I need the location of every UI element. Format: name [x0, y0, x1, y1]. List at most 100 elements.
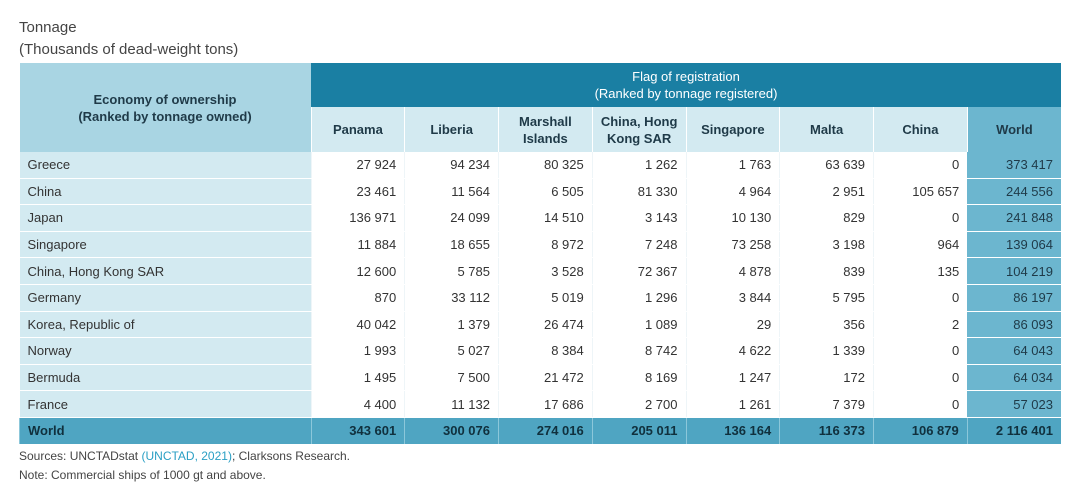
cell: 373 417 — [967, 152, 1061, 179]
cell: 8 742 — [591, 337, 686, 365]
cell: 8 384 — [498, 337, 593, 365]
cell: 3 844 — [685, 284, 780, 312]
cell: 839 — [779, 257, 874, 285]
cell: 33 112 — [404, 284, 499, 312]
cell: 4 622 — [685, 337, 780, 365]
cell: 4 878 — [685, 257, 780, 285]
cell: 21 472 — [498, 364, 593, 392]
cell: 0 — [873, 204, 968, 232]
cell: 29 — [685, 311, 780, 339]
cell: 964 — [873, 231, 968, 259]
total-cell: 274 016 — [498, 417, 593, 445]
cell: 2 — [873, 311, 968, 339]
cell: 2 700 — [591, 390, 686, 418]
cell: 57 023 — [967, 390, 1061, 418]
row-name: Singapore — [19, 231, 311, 259]
data-table: Economy of ownership (Ranked by tonnage … — [19, 63, 1061, 445]
cell: 7 500 — [404, 364, 499, 392]
table-row: Greece 27 924 94 234 80 325 1 262 1 763 63 639… — [19, 152, 1061, 179]
row-name: Bermuda — [19, 364, 311, 392]
cell: 1 261 — [685, 390, 780, 418]
total-row: World 343 601 300 076 274 016 205 011 136 164… — [19, 417, 1061, 445]
cell: 8 972 — [498, 231, 593, 259]
row-name: Korea, Republic of — [19, 311, 311, 339]
table-row: China, Hong Kong SAR 12 600 5 785 3 528 72 3… — [19, 257, 1061, 285]
cell: 94 234 — [404, 152, 499, 179]
cell: 10 130 — [685, 204, 780, 232]
cell: 7 248 — [591, 231, 686, 259]
sources-suffix: ; Clarksons Research. — [231, 449, 350, 463]
cell: 1 495 — [310, 364, 405, 392]
cell: 80 325 — [498, 152, 593, 179]
row-name: Greece — [19, 152, 311, 179]
table-row: China 23 461 11 564 6 505 81 330 4 964 2 951 10… — [19, 178, 1061, 206]
table-row: Japan 136 971 24 099 14 510 3 143 10 130 829 0 2… — [19, 204, 1061, 232]
total-cell: 136 164 — [685, 417, 780, 445]
total-cell: 205 011 — [591, 417, 686, 445]
cell: 1 339 — [779, 337, 874, 365]
sources: Sources: UNCTADstat (UNCTAD, 2021); Clar… — [19, 449, 350, 463]
cell: 86 093 — [967, 311, 1061, 339]
cell: 105 657 — [873, 178, 968, 206]
cell: 18 655 — [404, 231, 499, 259]
cell: 72 367 — [591, 257, 686, 285]
cell: 2 951 — [779, 178, 874, 206]
column-header: Singapore — [685, 107, 780, 152]
table-row: France 4 400 11 132 17 686 2 700 1 261 7 379 0 5… — [19, 390, 1061, 418]
cell: 26 474 — [498, 311, 593, 339]
cell: 73 258 — [685, 231, 780, 259]
column-header: China, Hong Kong SAR — [591, 107, 686, 152]
column-header: China — [873, 107, 968, 152]
cell: 0 — [873, 364, 968, 392]
cell: 1 993 — [310, 337, 405, 365]
sources-prefix: Sources: UNCTADstat — [19, 449, 142, 463]
cell: 0 — [873, 390, 968, 418]
cell: 1 763 — [685, 152, 780, 179]
sources-link[interactable]: (UNCTAD, 2021) — [141, 449, 232, 463]
row-name: France — [19, 390, 311, 418]
cell: 24 099 — [404, 204, 499, 232]
row-name: China — [19, 178, 311, 206]
cell: 4 400 — [310, 390, 405, 418]
cell: 17 686 — [498, 390, 593, 418]
cell: 0 — [873, 284, 968, 312]
cell: 0 — [873, 337, 968, 365]
cell: 135 — [873, 257, 968, 285]
cell: 870 — [310, 284, 405, 312]
column-header: Panama — [310, 107, 405, 152]
cell: 1 296 — [591, 284, 686, 312]
row-name: Germany — [19, 284, 311, 312]
cell: 5 027 — [404, 337, 499, 365]
group-header-subtitle: (Ranked by tonnage registered) — [594, 86, 778, 101]
column-header: Marshall Islands — [498, 107, 593, 152]
cell: 81 330 — [591, 178, 686, 206]
cell: 64 043 — [967, 337, 1061, 365]
cell: 1 247 — [685, 364, 780, 392]
cell: 11 132 — [404, 390, 499, 418]
cell: 11 564 — [404, 178, 499, 206]
column-header: Liberia — [404, 107, 499, 152]
cell: 14 510 — [498, 204, 593, 232]
cell: 1 262 — [591, 152, 686, 179]
title: Tonnage — [19, 19, 77, 36]
cell: 104 219 — [967, 257, 1061, 285]
cell: 3 528 — [498, 257, 593, 285]
row-name: China, Hong Kong SAR — [19, 257, 311, 285]
cell: 5 795 — [779, 284, 874, 312]
table-row: Singapore 11 884 18 655 8 972 7 248 73 258 3 1… — [19, 231, 1061, 259]
cell: 23 461 — [310, 178, 405, 206]
cell: 829 — [779, 204, 874, 232]
cell: 8 169 — [591, 364, 686, 392]
cell: 1 379 — [404, 311, 499, 339]
cell: 172 — [779, 364, 874, 392]
total-cell: 116 373 — [779, 417, 874, 445]
cell: 1 089 — [591, 311, 686, 339]
cell: 3 198 — [779, 231, 874, 259]
column-header: Malta — [779, 107, 874, 152]
total-cell: 300 076 — [404, 417, 499, 445]
cell: 27 924 — [310, 152, 405, 179]
cell: 86 197 — [967, 284, 1061, 312]
table-row: Norway 1 993 5 027 8 384 8 742 4 622 1 339 0 64 … — [19, 337, 1061, 365]
table-row: Germany 870 33 112 5 019 1 296 3 844 5 795 0 86 … — [19, 284, 1061, 312]
